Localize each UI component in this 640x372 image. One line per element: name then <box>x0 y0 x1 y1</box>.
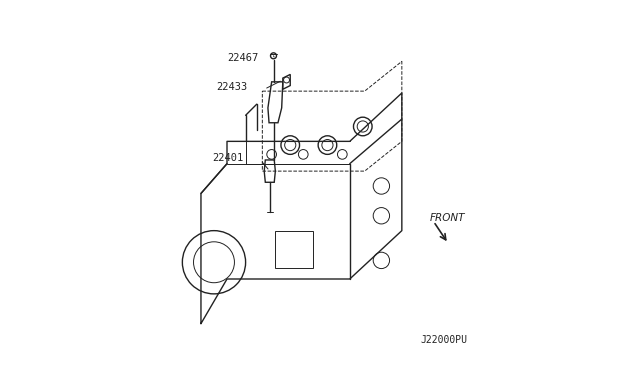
Text: 22467: 22467 <box>227 53 259 62</box>
Text: J22000PU: J22000PU <box>420 336 467 345</box>
Text: FRONT: FRONT <box>429 213 465 222</box>
Text: 22401: 22401 <box>212 153 244 163</box>
Text: 22433: 22433 <box>216 83 248 92</box>
